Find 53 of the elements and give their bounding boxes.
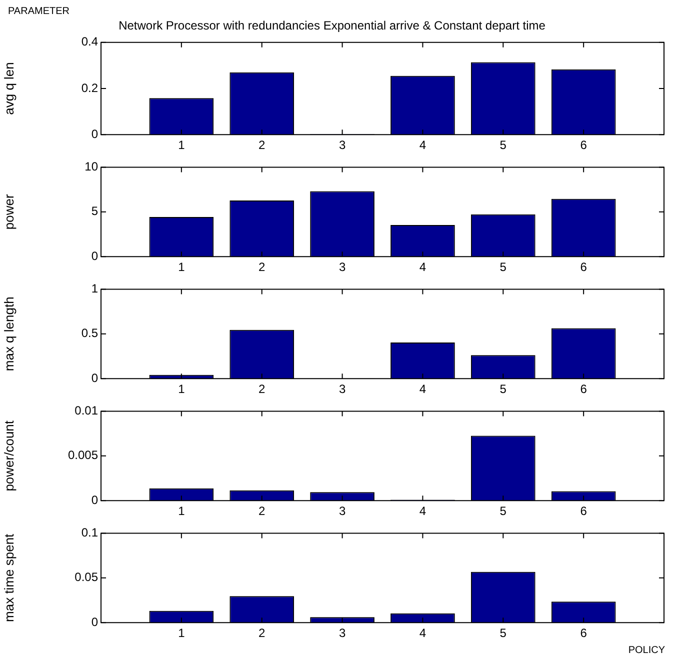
- y-tick-label: 0.1: [81, 526, 98, 540]
- x-tick-label: 5: [500, 626, 507, 640]
- y-tick-label: 0: [91, 370, 98, 385]
- y-tick-label: 0.2: [81, 80, 98, 95]
- x-tick-label: 4: [419, 626, 426, 640]
- x-tick-label: 3: [338, 504, 346, 518]
- y-tick-label: 0: [91, 126, 98, 141]
- x-tick-label: 3: [338, 260, 346, 274]
- y-tick-label: 0: [91, 492, 98, 507]
- y-tick-label: 0: [91, 614, 98, 629]
- y-tick-label: 5: [91, 204, 98, 218]
- y-axis-title: max q length: [1, 296, 16, 372]
- x-tick-label: 6: [580, 504, 588, 518]
- x-tick-label: 5: [500, 382, 507, 396]
- y-axis-title: max time spent: [1, 533, 16, 622]
- x-tick-label: 2: [258, 504, 266, 518]
- x-tick-label: 3: [338, 382, 346, 396]
- y-axis-title: power: [1, 194, 16, 230]
- y-tick-label: 0.5: [81, 326, 98, 340]
- y-tick-label: 0.05: [74, 570, 98, 584]
- x-tick-label: 3: [338, 138, 346, 152]
- x-tick-label: 6: [580, 382, 588, 396]
- text: PARAMETER: [8, 6, 70, 17]
- x-tick-label: 6: [580, 138, 588, 152]
- y-axis-title: avg q len: [1, 62, 16, 115]
- y-tick-label: 0.4: [81, 34, 98, 49]
- x-tick-label: 2: [258, 138, 266, 152]
- x-tick-label: 5: [500, 260, 507, 274]
- x-tick-label: 2: [258, 626, 266, 640]
- text: POLICY: [627, 645, 666, 658]
- x-tick-label: 1: [178, 260, 186, 274]
- y-tick-label: 0.005: [68, 448, 98, 462]
- y-tick-label: 10: [84, 160, 98, 174]
- x-tick-label: 5: [500, 138, 507, 152]
- x-tick-label: 5: [500, 504, 507, 518]
- y-tick-label: 0: [91, 248, 98, 263]
- x-tick-label: 6: [580, 260, 588, 274]
- x-tick-label: 1: [178, 138, 186, 152]
- x-tick-label: 2: [258, 382, 266, 396]
- x-tick-label: 1: [178, 504, 186, 518]
- x-tick-label: 2: [258, 260, 266, 274]
- x-tick-label: 4: [419, 260, 426, 274]
- x-tick-label: 4: [419, 504, 426, 518]
- x-tick-label: 4: [419, 382, 426, 396]
- y-axis-title: power/count: [1, 420, 16, 492]
- x-tick-label: 1: [178, 626, 186, 640]
- chart-title: Network Processor with redundancies Exponential arrive & Constant depart time: [118, 18, 546, 33]
- x-tick-label: 1: [178, 382, 186, 396]
- x-tick-label: 3: [338, 626, 346, 640]
- y-tick-label: 0.01: [74, 404, 98, 418]
- x-tick-label: 6: [580, 626, 588, 640]
- x-tick-label: 4: [419, 138, 426, 152]
- y-tick-label: 1: [91, 282, 98, 296]
